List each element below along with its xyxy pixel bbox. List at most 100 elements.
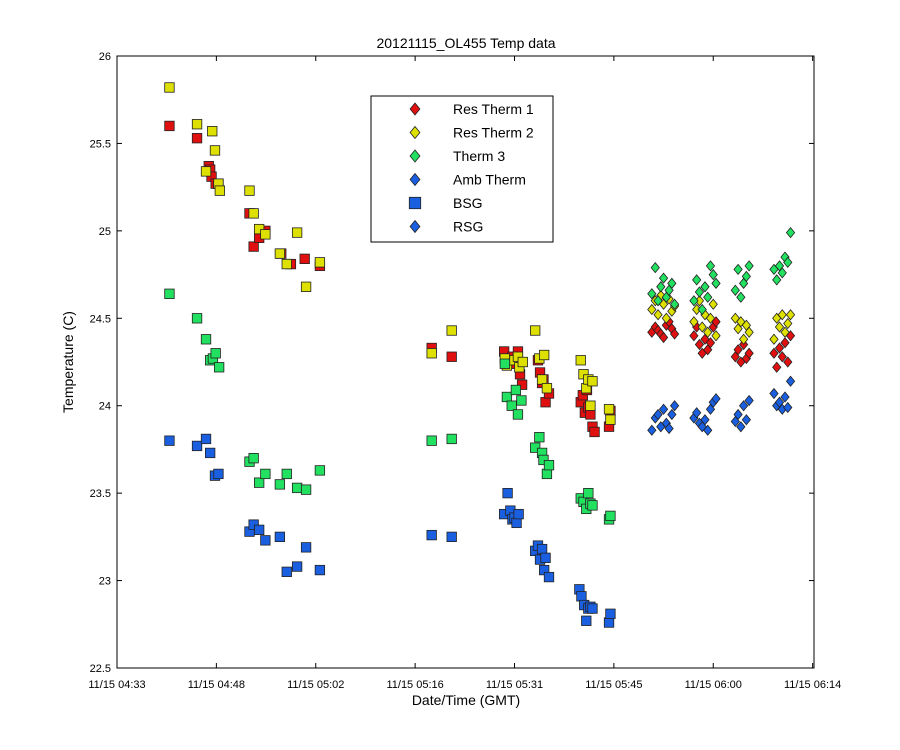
data-point <box>647 424 657 436</box>
legend-marker <box>409 219 421 234</box>
series-6 <box>164 433 616 628</box>
x-tick-label: 11/15 04:48 <box>188 679 245 691</box>
data-point <box>744 260 754 272</box>
data-point <box>164 288 175 299</box>
data-point <box>274 248 286 259</box>
y-tick-label: 24 <box>99 401 111 413</box>
legend-label: Amb Therm <box>453 172 526 188</box>
legend-label: Therm 3 <box>453 148 505 164</box>
data-point <box>738 400 749 412</box>
y-tick-label: 25 <box>99 226 111 238</box>
data-point <box>314 564 326 576</box>
data-point <box>785 375 796 387</box>
data-point <box>426 435 437 446</box>
data-point <box>426 529 437 541</box>
x-tick-label: 11/15 05:02 <box>287 679 344 691</box>
y-tick-label: 22.5 <box>90 663 111 675</box>
data-point <box>774 321 785 333</box>
data-point <box>783 356 793 368</box>
data-point <box>209 145 221 156</box>
data-point <box>540 552 551 563</box>
y-tick-label: 23.5 <box>90 488 111 500</box>
data-point <box>274 531 286 543</box>
data-point <box>446 351 457 362</box>
data-point <box>299 253 310 264</box>
data-point <box>772 361 782 373</box>
data-point <box>164 82 175 93</box>
data-point <box>664 422 674 435</box>
data-point <box>207 126 218 137</box>
data-point <box>785 226 796 239</box>
data-point <box>647 288 657 300</box>
data-point <box>711 393 721 405</box>
x-tick-label: 11/15 06:00 <box>685 679 742 691</box>
data-point <box>703 326 713 338</box>
data-point <box>260 535 271 546</box>
data-point <box>543 571 555 583</box>
data-point <box>575 355 586 366</box>
data-point <box>587 376 598 387</box>
data-point <box>589 426 600 438</box>
data-point <box>605 510 616 522</box>
data-point <box>541 468 553 480</box>
data-point <box>705 312 716 324</box>
data-point <box>783 317 793 330</box>
data-point <box>744 394 754 407</box>
data-point <box>260 229 271 240</box>
data-point <box>697 303 707 316</box>
data-point <box>780 337 790 349</box>
data-point <box>667 277 677 289</box>
data-point <box>705 337 716 349</box>
data-point <box>291 561 303 572</box>
legend-label: Res Therm 1 <box>453 101 534 117</box>
data-point <box>647 303 657 316</box>
data-point <box>689 295 699 307</box>
data-point <box>703 424 713 436</box>
data-point <box>605 608 616 619</box>
data-point <box>191 440 203 452</box>
x-tick-label: 11/15 05:16 <box>386 679 443 691</box>
data-point <box>697 321 707 333</box>
data-point <box>314 465 326 476</box>
data-point <box>777 309 787 321</box>
data-point <box>603 617 615 628</box>
data-point <box>254 477 265 488</box>
series-5 <box>647 226 796 316</box>
data-point <box>516 395 527 406</box>
data-point <box>281 468 292 480</box>
data-point <box>711 277 721 289</box>
data-point <box>191 313 203 324</box>
data-point <box>700 281 710 293</box>
x-axis-label: Date/Time (GMT) <box>412 692 520 708</box>
data-point <box>661 312 671 324</box>
data-point <box>744 347 754 359</box>
y-tick-label: 26 <box>99 51 111 63</box>
data-point <box>736 291 746 303</box>
data-point <box>502 487 513 499</box>
data-point <box>539 349 550 361</box>
data-point <box>534 432 545 443</box>
data-point <box>191 133 203 144</box>
data-point <box>530 442 541 453</box>
data-point <box>291 227 303 238</box>
legend: Res Therm 1 Res Therm 2 Therm 3 Amb Therm BS… <box>370 95 554 243</box>
data-point <box>692 407 702 419</box>
data-point <box>291 482 303 494</box>
data-point <box>536 374 548 385</box>
data-point <box>689 316 699 328</box>
data-point <box>510 384 522 396</box>
data-point <box>658 331 669 344</box>
data-point <box>658 403 669 415</box>
data-point <box>587 603 598 614</box>
data-point <box>541 383 553 394</box>
data-point <box>650 261 660 274</box>
data-point <box>585 409 596 420</box>
y-tick-label: 25.5 <box>90 138 111 150</box>
data-point <box>300 484 312 495</box>
data-point <box>658 272 669 284</box>
data-point <box>785 309 796 321</box>
legend-marker <box>409 125 421 140</box>
data-point <box>260 468 271 480</box>
data-point <box>653 309 663 321</box>
data-point <box>694 338 705 351</box>
